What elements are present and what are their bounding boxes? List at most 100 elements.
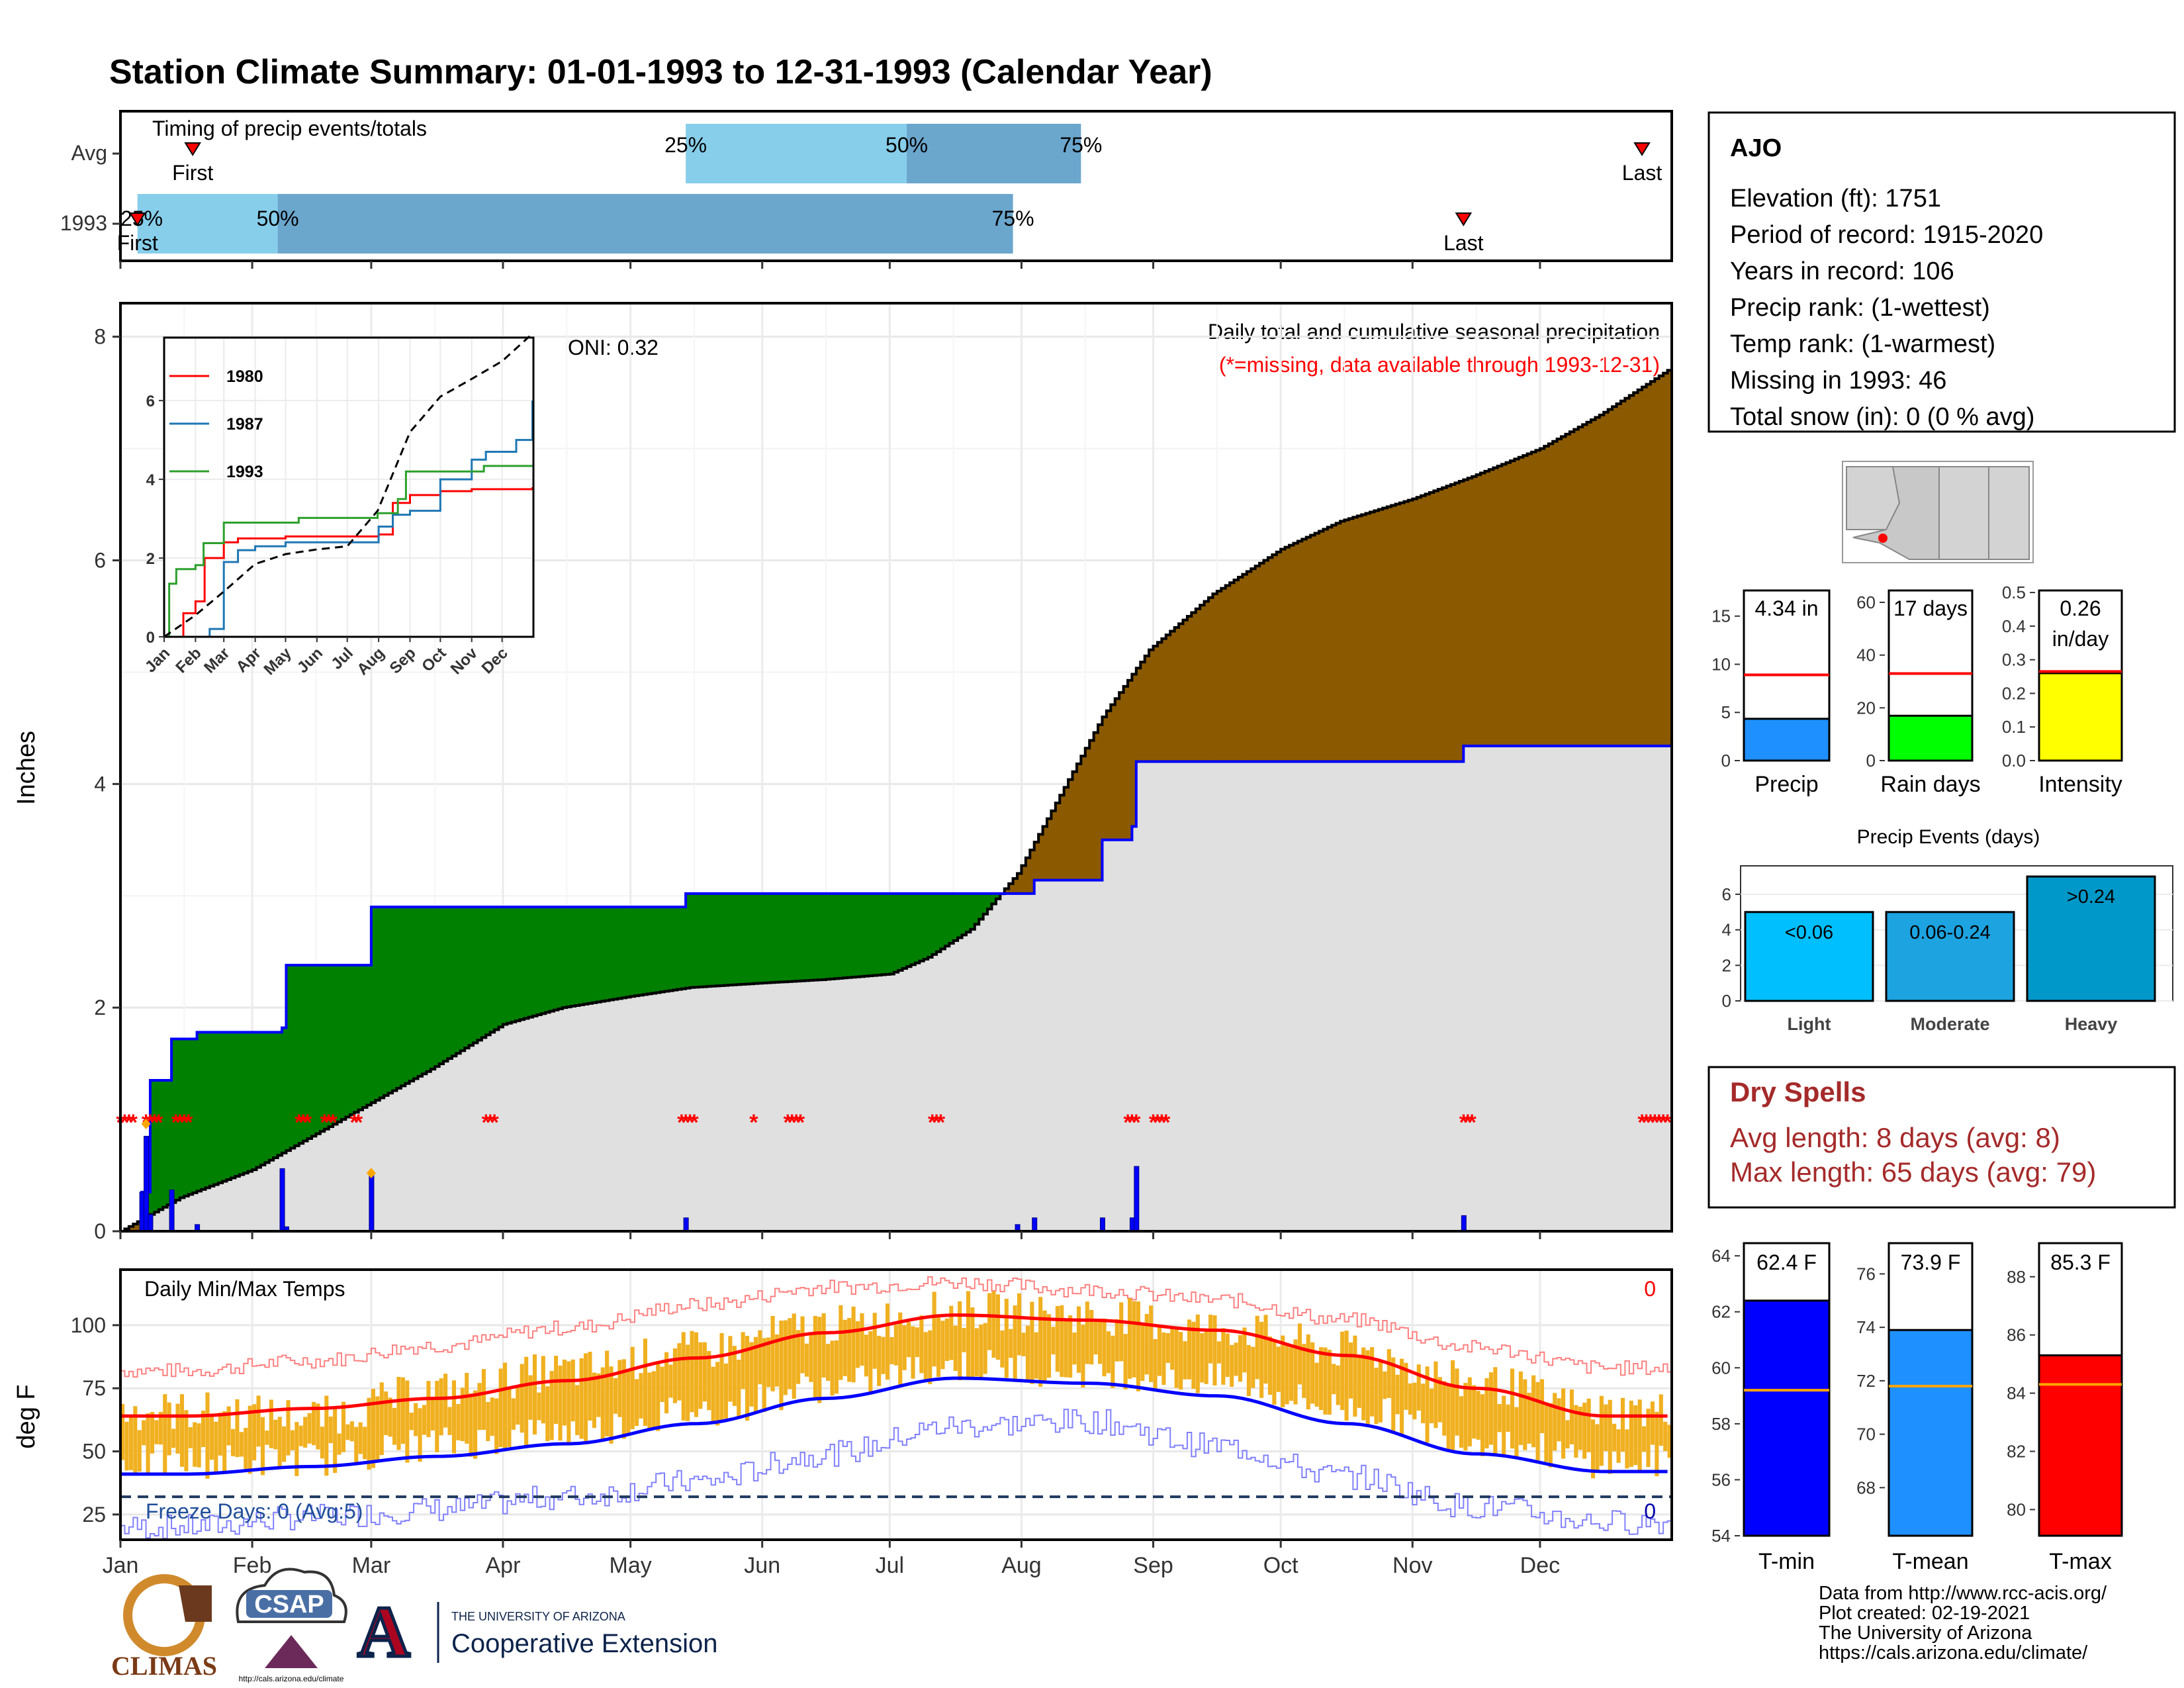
daily-temp-bar: [962, 1327, 966, 1352]
missing-day-marker: *: [796, 1110, 805, 1135]
daily-temp-bar: [1353, 1335, 1357, 1417]
daily-temp-bar: [613, 1378, 618, 1414]
missing-day-marker: *: [124, 1110, 134, 1135]
mini-value-label: 17 days: [1893, 596, 1968, 620]
daily-temp-bar: [1187, 1319, 1192, 1380]
daily-temp-bar: [1493, 1367, 1498, 1456]
daily-temp-bar: [214, 1421, 218, 1474]
tbar-value-label: 85.3 F: [2050, 1250, 2111, 1274]
daily-temp-bar: [1502, 1395, 1506, 1456]
daily-temp-bar: [328, 1416, 333, 1444]
daily-temp-bar: [944, 1318, 949, 1362]
daily-temp-bar: [1510, 1368, 1515, 1449]
daily-temp-bar: [1650, 1401, 1655, 1445]
event-category-label: Moderate: [1910, 1014, 1989, 1034]
daily-temp-bar: [316, 1403, 320, 1450]
missing-day-marker: *: [1642, 1110, 1651, 1135]
tbar-y-tick-label: 54: [1711, 1526, 1731, 1546]
mini-category-label: Precip: [1754, 772, 1818, 797]
daily-temp-bar: [1378, 1362, 1383, 1423]
daily-temp-bar: [847, 1317, 852, 1382]
daily-temp-bar: [1038, 1297, 1043, 1387]
daily-temp-bar: [1595, 1424, 1600, 1473]
daily-temp-bar: [762, 1338, 766, 1413]
temp-bottom-count: 0: [1644, 1499, 1656, 1523]
daily-temp-bar: [643, 1338, 647, 1426]
daily-temp-bar: [1267, 1336, 1273, 1395]
daily-temp-bar: [834, 1340, 839, 1394]
daily-temp-bar: [788, 1318, 792, 1389]
daily-temp-bar: [1314, 1362, 1319, 1407]
timing-pct-75: 75%: [992, 207, 1034, 230]
daily-temp-bar: [528, 1375, 533, 1420]
daily-temp-bar: [124, 1421, 129, 1471]
daily-temp-bar: [639, 1373, 643, 1419]
daily-temp-bar: [707, 1350, 711, 1411]
timing-first-marker: [184, 142, 201, 156]
avg-tmax-line: [120, 1313, 1668, 1418]
daily-temp-bar: [244, 1427, 248, 1470]
daily-temp-bar: [524, 1356, 529, 1448]
inset-y-tick-label: 0: [146, 629, 155, 647]
station-line: Precip rank: (1-wettest): [1730, 294, 1990, 322]
timing-last-label: Last: [1443, 231, 1484, 255]
inset-frame: [163, 336, 535, 638]
tbar-y-tick-label: 62: [1711, 1302, 1731, 1322]
station-line: Period of record: 1915-2020: [1730, 221, 2043, 249]
daily-temp-bar: [1463, 1383, 1468, 1451]
daily-temp-bar: [1165, 1333, 1170, 1363]
daily-temp-bar: [1289, 1347, 1294, 1401]
daily-temp-bar: [1119, 1302, 1124, 1362]
daily-temp-bar: [1191, 1321, 1196, 1389]
daily-temp-bar: [511, 1398, 516, 1430]
map-state-texas: [1988, 466, 2030, 560]
missing-day-marker: *: [1659, 1110, 1668, 1135]
daily-temp-bar: [303, 1417, 308, 1448]
daily-temp-bar: [477, 1383, 482, 1430]
footer-line: Data from http://www.rcc-acis.org/: [1819, 1583, 2107, 1604]
daily-temp-bar: [1216, 1341, 1221, 1364]
daily-temp-bar: [349, 1421, 354, 1442]
daily-temp-bar: [1604, 1404, 1608, 1452]
daily-temp-bar: [851, 1306, 856, 1383]
station-line: Temp rank: (1-warmest): [1730, 330, 1995, 358]
tbar-category-label: T-min: [1758, 1549, 1815, 1574]
temp-x-tick-label: Feb: [233, 1553, 272, 1578]
missing-day-marker: *: [295, 1110, 304, 1135]
daily-temp-bar: [1446, 1383, 1451, 1452]
daily-temp-bar: [839, 1305, 843, 1380]
daily-temp-bar: [664, 1352, 669, 1414]
daily-temp-bar: [1327, 1349, 1332, 1415]
daily-temp-bar: [1115, 1319, 1119, 1362]
missing-day-marker: *: [1463, 1110, 1473, 1135]
missing-day-marker: *: [482, 1110, 491, 1135]
timing-last-label: Last: [1622, 161, 1662, 185]
missing-day-marker: *: [1128, 1110, 1137, 1135]
daily-temp-bar: [885, 1303, 890, 1380]
daily-temp-bar: [1574, 1405, 1578, 1458]
page-title: Station Climate Summary: 01-01-1993 to 1…: [109, 53, 1212, 91]
daily-temp-bar: [1663, 1421, 1668, 1452]
daily-temp-bar: [1391, 1357, 1396, 1434]
daily-temp-bar: [575, 1385, 580, 1435]
daily-temp-bar: [451, 1380, 457, 1454]
daily-temp-bar: [396, 1376, 401, 1450]
daily-temp-bar: [1238, 1335, 1243, 1382]
daily-temp-bar: [1204, 1329, 1208, 1384]
daily-temp-bar: [1161, 1332, 1166, 1385]
daily-temp-bar: [1025, 1325, 1030, 1380]
daily-temp-bar: [128, 1416, 133, 1470]
temp-y-tick-label: 75: [82, 1376, 106, 1400]
precip-y-tick-label: 8: [94, 325, 106, 349]
daily-temp-bar: [235, 1399, 240, 1458]
daily-temp-bar: [1565, 1420, 1570, 1449]
climas-block: [179, 1585, 212, 1622]
daily-temp-bar: [1557, 1398, 1561, 1442]
daily-temp-bar: [600, 1367, 605, 1441]
tbar-value-label: 73.9 F: [1901, 1250, 1961, 1274]
daily-temp-bar: [1655, 1411, 1659, 1477]
daily-temp-bar: [1132, 1301, 1136, 1378]
missing-day-marker: *: [175, 1110, 185, 1135]
daily-temp-bar: [1535, 1382, 1540, 1461]
daily-temp-bar: [443, 1374, 448, 1428]
